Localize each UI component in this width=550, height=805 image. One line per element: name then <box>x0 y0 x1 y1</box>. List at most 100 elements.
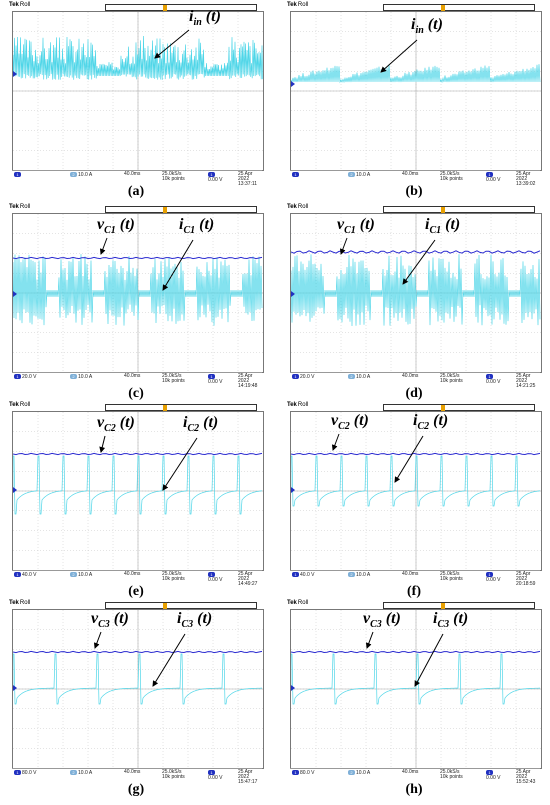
status-date: 25 Apr 2022 <box>238 769 253 780</box>
signal-symbol: i <box>189 8 194 25</box>
signal-symbol: v <box>363 610 371 627</box>
trigger-source-icon: 1 <box>208 572 215 577</box>
date-time-readout: 25 Apr 2022 14:21:25 <box>516 374 540 389</box>
signal-symbol: i <box>413 412 418 429</box>
scope-top-bar: TekRoll <box>7 402 265 412</box>
channel-badge-icon: 1 <box>14 172 21 177</box>
channel-scale-value: 10.0 A <box>78 770 93 776</box>
trigger-source-icon: 1 <box>486 374 493 379</box>
status-timebase: 40.0ms <box>402 171 419 177</box>
signal-subscript: C1 <box>344 225 356 237</box>
tek-brand-label: TekRoll <box>9 204 30 210</box>
status-time: 14:21:25 <box>516 383 536 389</box>
channel-scale-value: 10.0 A <box>356 172 371 178</box>
trigger-readout: 1 0.00 V <box>486 374 500 385</box>
record-position-bar <box>383 4 535 12</box>
status-time: 15:47:17 <box>238 779 258 785</box>
acquisition-mode: Roll <box>19 402 31 408</box>
signal-subscript: in <box>415 25 424 37</box>
status-trig: 0.00 V <box>486 775 501 781</box>
status-time: 13:39:02 <box>516 181 536 187</box>
status-rate: 25.0kS/s <box>440 571 460 577</box>
signal-symbol: i <box>411 16 416 33</box>
status-date: 25 Apr 2022 <box>238 571 253 582</box>
panel-caption: (d) <box>405 386 423 401</box>
signal-suffix: (t) <box>115 216 135 233</box>
trigger-readout: 1 0.00 V <box>486 572 501 583</box>
acquisition-mode: Roll <box>297 2 309 8</box>
channel-badge-icon: 2 <box>348 572 355 577</box>
date-time-readout: 25 Apr 2022 14:49:27 <box>238 571 262 587</box>
ch1-scale: 1 40.0 V <box>14 572 36 582</box>
scope-top-bar: TekRoll <box>285 402 543 412</box>
graticule <box>13 412 263 570</box>
ch2-current-trace <box>291 254 541 326</box>
status-timebase: 40.0ms <box>124 171 141 177</box>
signal-subscript: C3 <box>437 619 450 631</box>
trigger-position-marker <box>162 207 167 214</box>
signal-suffix: (t) <box>381 610 401 627</box>
trigger-source-icon: 1 <box>208 374 215 379</box>
status-trig: 0.00 V <box>208 379 223 385</box>
tek-brand-label: TekRoll <box>287 204 308 210</box>
signal-symbol: i <box>183 414 188 431</box>
status-time: 14:19:48 <box>238 383 258 389</box>
status-trig: 0.00 V <box>208 775 223 781</box>
status-points: 10k points <box>162 576 185 582</box>
tek-label: Tek <box>9 402 19 408</box>
ground-marker-icon <box>291 81 295 87</box>
sample-rate-readout: 25.0kS/s 10k points <box>440 374 463 384</box>
ch1-voltage-trace <box>13 256 263 260</box>
ch1-voltage-trace <box>291 650 541 654</box>
panel-caption: (b) <box>405 184 423 199</box>
channel-badge-icon: 1 <box>292 172 299 177</box>
status-time: 15:52:43 <box>516 779 536 785</box>
signal-subscript: C3 <box>370 619 382 631</box>
scope-screen <box>12 411 264 571</box>
scope-screen <box>12 11 264 171</box>
ch2-scale: 2 10.0 A <box>348 572 370 582</box>
sample-rate-readout: 25.0kS/s 10k points <box>440 572 463 582</box>
signal-suffix: (t) <box>195 216 215 233</box>
scope-top-bar: TekRoll <box>285 600 543 610</box>
sample-rate-readout: 25.0kS/s 10k points <box>162 374 185 384</box>
waveform-display <box>13 610 263 768</box>
scope-status-bar: 1 40.0 V 2 10.0 A 40.0ms 25.0kS/s 10k points 1 0… <box>12 570 262 587</box>
ch1-scale: 1 80.0 V <box>14 770 36 780</box>
status-points: 10k points <box>440 176 463 182</box>
status-rate: 25.0kS/s <box>162 373 182 379</box>
channel-scale-value: 80.0 V <box>300 770 315 776</box>
sample-rate-readout: 25.0kS/s 10k points <box>162 572 185 582</box>
signal-label: iC3 (t) <box>433 610 468 630</box>
acquisition-mode: Roll <box>19 2 31 8</box>
status-trig: 0.00 V <box>486 577 501 583</box>
scope-screen <box>12 213 264 373</box>
timebase-readout: 40.0ms <box>124 770 140 780</box>
signal-label: vC2 (t) <box>331 412 369 432</box>
channel-badge-icon: 1 <box>292 374 299 379</box>
channel-badge-icon: 1 <box>292 770 299 775</box>
graticule <box>291 412 541 570</box>
channel-scale-value: 20.0 V <box>300 374 315 380</box>
status-rate: 25.0kS/s <box>440 769 460 775</box>
signal-suffix: (t) <box>429 412 449 429</box>
channel-scale-value: 10.0 A <box>356 770 371 776</box>
channel-scale-value: 40.0 V <box>300 572 315 578</box>
signal-symbol: i <box>433 610 438 627</box>
ground-marker-icon <box>13 685 17 691</box>
trigger-source-icon: 1 <box>486 770 493 775</box>
channel-badge-icon: 2 <box>70 770 77 775</box>
signal-suffix: (t) <box>193 610 213 627</box>
channel-badge-icon: 2 <box>70 172 77 177</box>
trigger-position-marker <box>162 405 167 412</box>
panel-caption: (e) <box>128 584 144 599</box>
ch2-scale: 2 10.0 A <box>348 770 370 780</box>
waveform-display <box>291 214 541 372</box>
scope-panel-f: TekRoll 1 40.0 V 2 10.0 A 40.0ms 25.0kS/s 10k p… <box>283 400 545 600</box>
ground-marker-icon <box>291 291 295 297</box>
acquisition-mode: Roll <box>19 204 31 210</box>
status-timebase: 40.0ms <box>402 571 419 577</box>
status-points: 10k points <box>440 378 463 384</box>
trigger-readout: 1 0.00 V <box>208 770 223 781</box>
